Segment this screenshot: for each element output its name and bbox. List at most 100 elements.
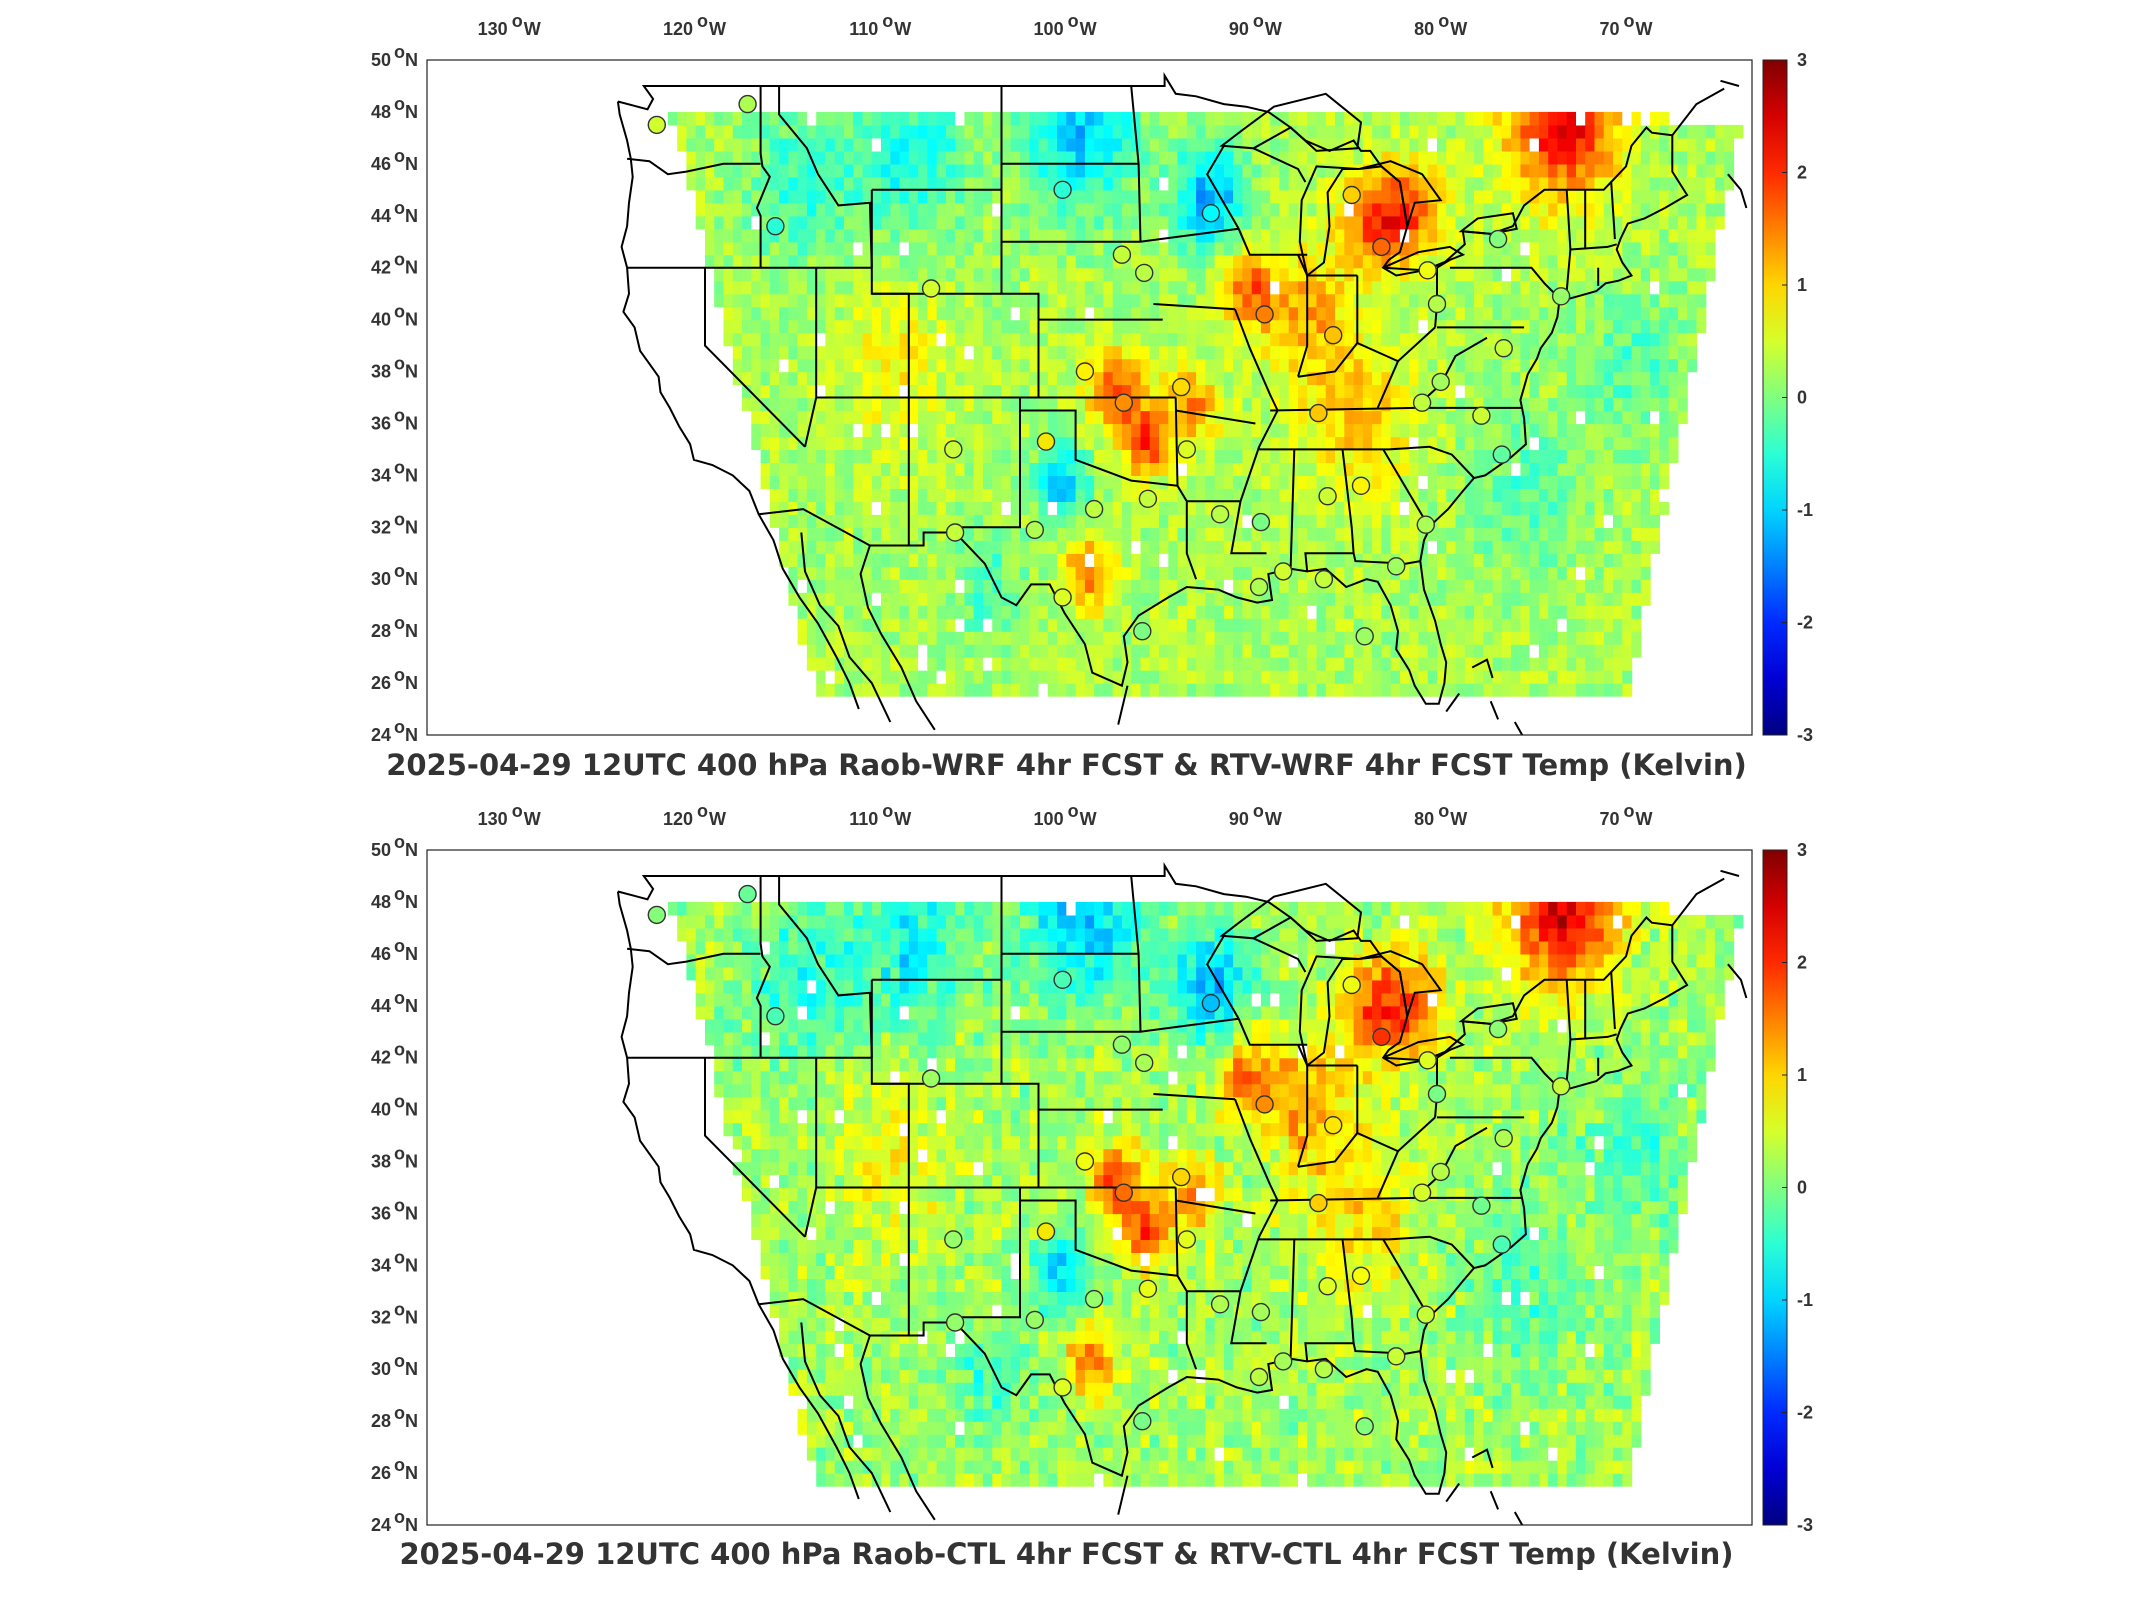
state-boundary	[1253, 147, 1307, 183]
conus-outline	[616, 862, 1689, 1495]
station-marker	[945, 523, 965, 542]
lon-tick-label: 90	[1229, 19, 1249, 39]
station-marker	[1431, 1162, 1450, 1182]
colorbar-tick-label: -1	[1797, 500, 1813, 520]
lon-suffix: W	[894, 19, 911, 39]
lon-suffix: W	[709, 809, 726, 829]
station-marker	[738, 94, 757, 114]
station-marker	[1342, 975, 1361, 995]
boundaries	[616, 862, 1748, 1525]
station-marker	[1133, 622, 1152, 641]
station-marker	[1112, 245, 1132, 264]
state-boundary	[1570, 1033, 1617, 1041]
degree-symbol: o	[1253, 801, 1264, 821]
state-boundary	[1253, 937, 1307, 973]
state-boundary	[704, 267, 806, 448]
station-marker	[1309, 1193, 1328, 1213]
lon-suffix: W	[524, 19, 541, 39]
station-marker	[1427, 1084, 1447, 1104]
lat-suffix: N	[405, 569, 418, 589]
coastline	[800, 1322, 892, 1513]
station-marker	[921, 1069, 941, 1088]
temperature-difference-field	[616, 72, 1748, 735]
lon-tick-label: 120	[663, 809, 693, 829]
station-marker	[1210, 1295, 1230, 1314]
lat-tick-label: 34	[371, 1255, 391, 1275]
station-marker	[1053, 588, 1072, 607]
station-marker	[1053, 1378, 1072, 1397]
lat-tick-label: 36	[371, 414, 391, 434]
great-lake	[1298, 955, 1360, 1068]
great-lake	[1219, 92, 1363, 152]
colorbar: 3 2 1 0 -1 -2 -3	[1762, 50, 1813, 745]
lat-suffix: N	[405, 673, 418, 693]
station-marker	[1201, 203, 1221, 223]
station-marker	[766, 1006, 785, 1026]
plot-frame	[426, 849, 1753, 1526]
station-marker	[647, 115, 666, 135]
colorbar-tick-label: 0	[1797, 1178, 1807, 1198]
great-lake	[1458, 212, 1518, 235]
degree-symbol: o	[394, 1196, 405, 1216]
degree-symbol: o	[394, 1403, 405, 1423]
lat-tick-label: 38	[371, 362, 391, 382]
station-marker	[1249, 577, 1269, 597]
station-marker	[1372, 237, 1391, 257]
lat-suffix: N	[405, 206, 418, 226]
degree-symbol: o	[394, 1040, 405, 1060]
lon-tick-label: 90	[1229, 809, 1249, 829]
station-marker	[1084, 1289, 1104, 1309]
conus-outline	[616, 72, 1689, 705]
state-boundary	[626, 947, 761, 966]
state-boundary	[1175, 1199, 1256, 1215]
station-marker	[1488, 1019, 1508, 1039]
station-marker	[1472, 1196, 1491, 1215]
state-boundary	[1289, 1239, 1296, 1359]
degree-symbol: o	[394, 936, 405, 956]
colorbar-tick-label: 3	[1797, 840, 1807, 860]
degree-symbol: o	[1253, 11, 1264, 31]
station-marker	[1318, 1277, 1337, 1296]
coastline	[1720, 79, 1740, 87]
degree-symbol: o	[1068, 11, 1079, 31]
station-marker	[1036, 1222, 1056, 1241]
degree-symbol: o	[394, 1351, 405, 1371]
lat-suffix: N	[405, 1048, 418, 1068]
state-boundary	[755, 86, 771, 268]
station-marker	[1551, 287, 1571, 306]
lat-tick-label: 50	[371, 50, 391, 70]
lon-suffix: W	[1450, 19, 1467, 39]
station-marker	[945, 1313, 965, 1332]
degree-symbol: o	[394, 884, 405, 904]
degree-symbol: o	[394, 561, 405, 581]
degree-symbol: o	[697, 801, 708, 821]
lat-tick-label: 30	[371, 569, 391, 589]
lat-tick-label: 44	[371, 996, 391, 1016]
colorbar-tick-label: -1	[1797, 1290, 1813, 1310]
station-marker	[738, 884, 757, 904]
state-boundary	[1140, 227, 1239, 243]
station-marker	[1418, 261, 1437, 280]
state-boundary	[778, 876, 873, 1058]
lon-suffix: W	[894, 809, 911, 829]
lat-tick-label: 38	[371, 1152, 391, 1172]
lat-tick-label: 28	[371, 621, 391, 641]
lat-suffix: N	[405, 1359, 418, 1379]
degree-symbol: o	[394, 832, 405, 852]
lat-suffix: N	[405, 50, 418, 70]
station-marker	[1488, 229, 1508, 249]
panel-title-bottom: 2025-04-29 12UTC 400 hPa Raob-CTL 4hr FC…	[399, 1537, 1734, 1571]
station-marker	[1323, 1116, 1343, 1135]
great-lake	[1219, 882, 1363, 942]
station-marker	[1114, 393, 1134, 412]
degree-symbol: o	[394, 94, 405, 114]
coastline	[1117, 685, 1129, 725]
lat-suffix: N	[405, 1100, 418, 1120]
degree-symbol: o	[394, 146, 405, 166]
lon-suffix: W	[1080, 19, 1097, 39]
degree-symbol: o	[1068, 801, 1079, 821]
map-bottom: 130 o W 120 o W 110 o W 100 o W 90 o W 80 o W 70 o W50 o N48 o N…	[371, 801, 1813, 1535]
state-boundary	[1297, 1116, 1436, 1168]
coastline	[1489, 1490, 1500, 1510]
station-marker	[1494, 339, 1513, 358]
